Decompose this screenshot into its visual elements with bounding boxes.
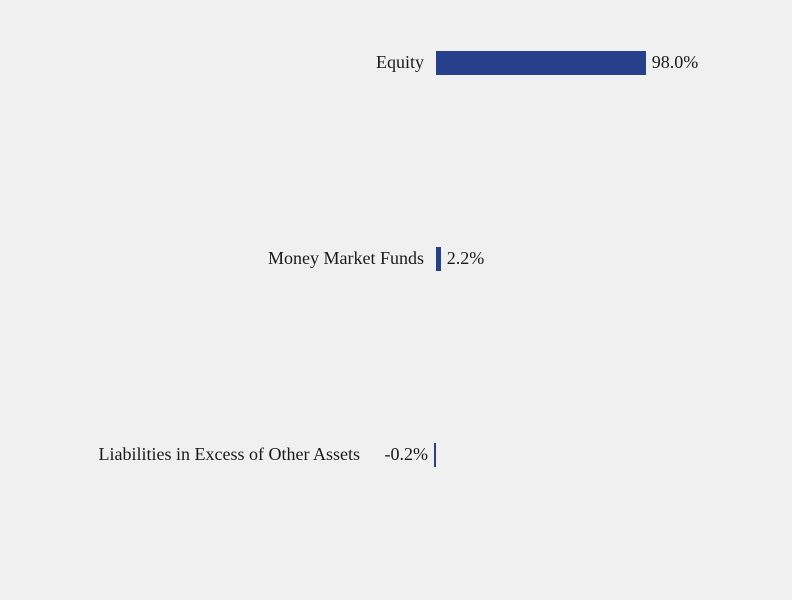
bar [434,443,436,467]
bar-value-label: -0.2% [385,444,429,465]
category-label: Equity [376,52,424,73]
bar [436,247,441,271]
category-label: Liabilities in Excess of Other Assets [99,444,360,465]
bar-value-label: 2.2% [447,248,485,269]
bar-value-label: 98.0% [652,52,699,73]
allocation-bar-chart: 98.0% Equity 2.2% Money Market Funds -0.2% Li… [0,0,792,600]
category-label: Money Market Funds [268,248,424,269]
bar [436,51,646,75]
